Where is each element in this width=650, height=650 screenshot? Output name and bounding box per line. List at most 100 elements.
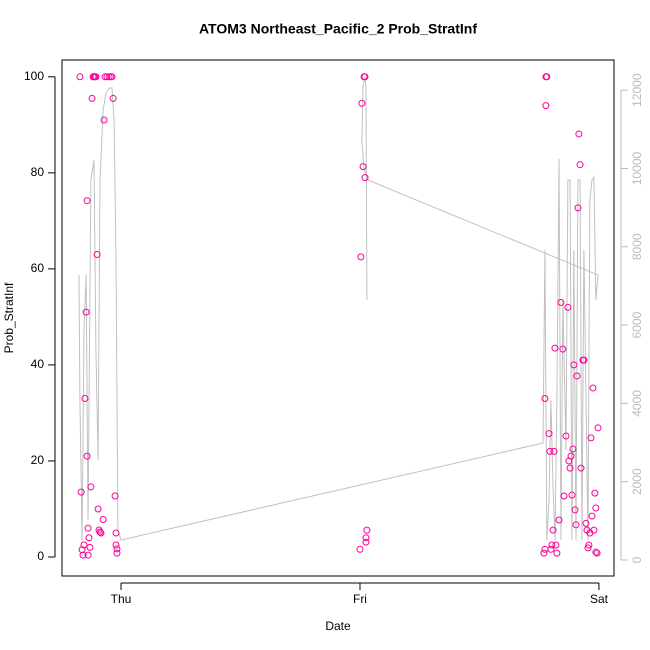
- data-point: [99, 516, 107, 524]
- data-point: [552, 541, 560, 549]
- y-axis-label: Prob_StratInf: [2, 282, 16, 353]
- data-point: [356, 545, 364, 553]
- data-point: [590, 526, 598, 534]
- data-point: [92, 73, 100, 81]
- data-point: [93, 250, 101, 258]
- data-point: [591, 489, 599, 497]
- y-tick-label: 100: [24, 69, 44, 83]
- y-tick-label: 40: [31, 357, 45, 371]
- x-tick-label: Sat: [590, 592, 609, 606]
- data-point: [555, 516, 563, 524]
- data-point: [83, 452, 91, 460]
- data-point: [109, 94, 117, 102]
- altitude-line: [78, 76, 599, 541]
- data-point: [557, 298, 565, 306]
- data-point: [108, 73, 116, 81]
- data-point: [594, 424, 602, 432]
- y2-tick-label: 6000: [630, 311, 644, 338]
- data-point: [585, 541, 593, 549]
- data-point: [582, 519, 590, 527]
- data-point: [85, 534, 93, 542]
- data-point: [84, 524, 92, 532]
- data-point: [577, 464, 585, 472]
- data-point: [88, 94, 96, 102]
- data-point: [113, 549, 121, 557]
- data-point: [77, 488, 85, 496]
- data-point: [573, 372, 581, 380]
- data-point: [105, 73, 113, 81]
- data-point: [543, 73, 551, 81]
- data-point: [83, 197, 91, 205]
- data-point: [540, 549, 548, 557]
- data-point: [94, 505, 102, 513]
- data-point: [76, 73, 84, 81]
- data-point: [560, 492, 568, 500]
- chart-title: ATOM3 Northeast_Pacific_2 Prob_StratInf: [199, 21, 477, 37]
- data-point: [593, 549, 601, 557]
- data-point: [542, 102, 550, 110]
- data-point: [79, 551, 87, 559]
- data-point: [588, 512, 596, 520]
- y2-tick-label: 2000: [630, 468, 644, 495]
- y-tick-label: 20: [31, 453, 45, 467]
- data-point: [111, 492, 119, 500]
- data-point: [362, 534, 370, 542]
- data-point: [576, 161, 584, 169]
- data-point: [571, 506, 579, 514]
- data-point: [78, 546, 86, 554]
- data-point: [361, 73, 369, 81]
- data-point: [358, 99, 366, 107]
- data-point: [592, 504, 600, 512]
- data-point: [84, 551, 92, 559]
- y2-tick-label: 0: [630, 556, 644, 563]
- data-point: [562, 432, 570, 440]
- data-point: [580, 356, 588, 364]
- plot-box: [61, 59, 615, 577]
- y2-tick-label: 10000: [630, 151, 644, 185]
- data-point: [587, 434, 595, 442]
- y-tick-label: 0: [37, 549, 44, 563]
- data-point: [572, 521, 580, 529]
- data-point: [81, 395, 89, 403]
- y-tick-label: 60: [31, 261, 45, 275]
- y2-tick-label: 4000: [630, 390, 644, 417]
- data-point: [87, 483, 95, 491]
- data-point: [361, 174, 369, 182]
- data-point: [568, 491, 576, 499]
- data-point: [548, 541, 556, 549]
- x-tick-label: Fri: [353, 592, 367, 606]
- data-point: [357, 253, 365, 261]
- data-point: [564, 303, 572, 311]
- data-point: [100, 116, 108, 124]
- data-point: [549, 526, 557, 534]
- data-point: [553, 549, 561, 557]
- data-point: [569, 445, 577, 453]
- x-tick-label: Thu: [111, 592, 132, 606]
- data-point: [103, 73, 111, 81]
- data-point: [86, 543, 94, 551]
- data-point: [112, 541, 120, 549]
- data-point: [546, 447, 554, 455]
- y2-tick-label: 8000: [630, 233, 644, 260]
- data-point: [541, 395, 549, 403]
- data-point: [113, 545, 121, 553]
- data-point: [541, 545, 549, 553]
- data-point: [584, 544, 592, 552]
- data-point: [362, 538, 370, 546]
- x-axis-label: Date: [325, 619, 351, 633]
- y2-tick-label: 12000: [630, 73, 644, 107]
- data-point: [551, 344, 559, 352]
- data-point: [559, 345, 567, 353]
- data-point: [359, 163, 367, 171]
- data-point: [592, 548, 600, 556]
- y-tick-label: 80: [31, 165, 45, 179]
- data-point: [80, 541, 88, 549]
- data-point: [547, 545, 555, 553]
- data-point: [574, 204, 582, 212]
- data-point: [575, 130, 583, 138]
- data-point: [566, 464, 574, 472]
- data-point: [82, 308, 90, 316]
- data-point: [567, 452, 575, 460]
- data-point: [363, 526, 371, 534]
